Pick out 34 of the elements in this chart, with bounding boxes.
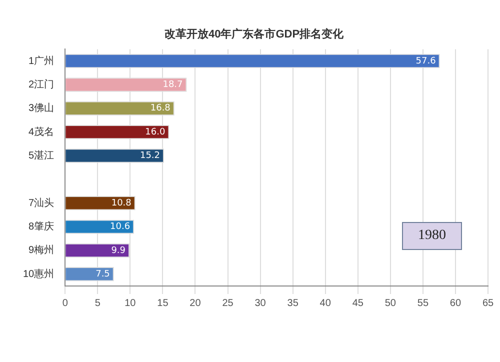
x-tick-label: 0: [62, 298, 68, 309]
y-tick-label: 4茂名: [28, 126, 54, 138]
x-tick-label: 45: [352, 298, 364, 309]
data-label: 57.6: [416, 56, 436, 66]
annotation: 1980: [402, 222, 462, 250]
x-tick-label: 10: [124, 298, 136, 309]
data-label: 16.0: [145, 127, 166, 138]
y-tick-label: 7汕头: [28, 196, 54, 209]
data-label: 7.5: [96, 270, 110, 280]
y-tick-label: 10惠州: [23, 268, 54, 280]
x-tick-label: 35: [287, 298, 299, 309]
data-label: 9.9: [111, 246, 126, 256]
data-label: 10.6: [110, 222, 130, 232]
y-tick-label: 2江门: [28, 78, 54, 90]
y-tick-label: 8肇庆: [28, 220, 54, 233]
x-tick-label: 30: [254, 298, 266, 309]
y-tick-label: 9梅州: [28, 244, 54, 256]
y-tick-label: 5湛江: [28, 150, 54, 162]
chart-title: 改革开放40年广东各市GDP排名变化: [164, 28, 345, 41]
x-tick-label: 40: [320, 298, 332, 309]
y-tick-label: 1广州: [28, 54, 54, 67]
data-label: 18.7: [162, 80, 183, 90]
x-tick-label: 5: [94, 298, 101, 309]
data-label: 16.8: [150, 104, 171, 114]
x-tick-label: 55: [417, 298, 429, 309]
y-tick-label: 3佛山: [28, 102, 54, 114]
x-tick-label: 50: [384, 298, 396, 309]
x-tick-label: 60: [450, 298, 462, 309]
x-tick-label: 25: [222, 298, 234, 309]
x-tick-label: 20: [190, 298, 202, 309]
x-tick-label: 65: [482, 298, 494, 309]
data-label: 15.2: [140, 151, 160, 162]
data-label: 10.8: [111, 198, 132, 208]
x-tick-label: 15: [157, 298, 169, 309]
